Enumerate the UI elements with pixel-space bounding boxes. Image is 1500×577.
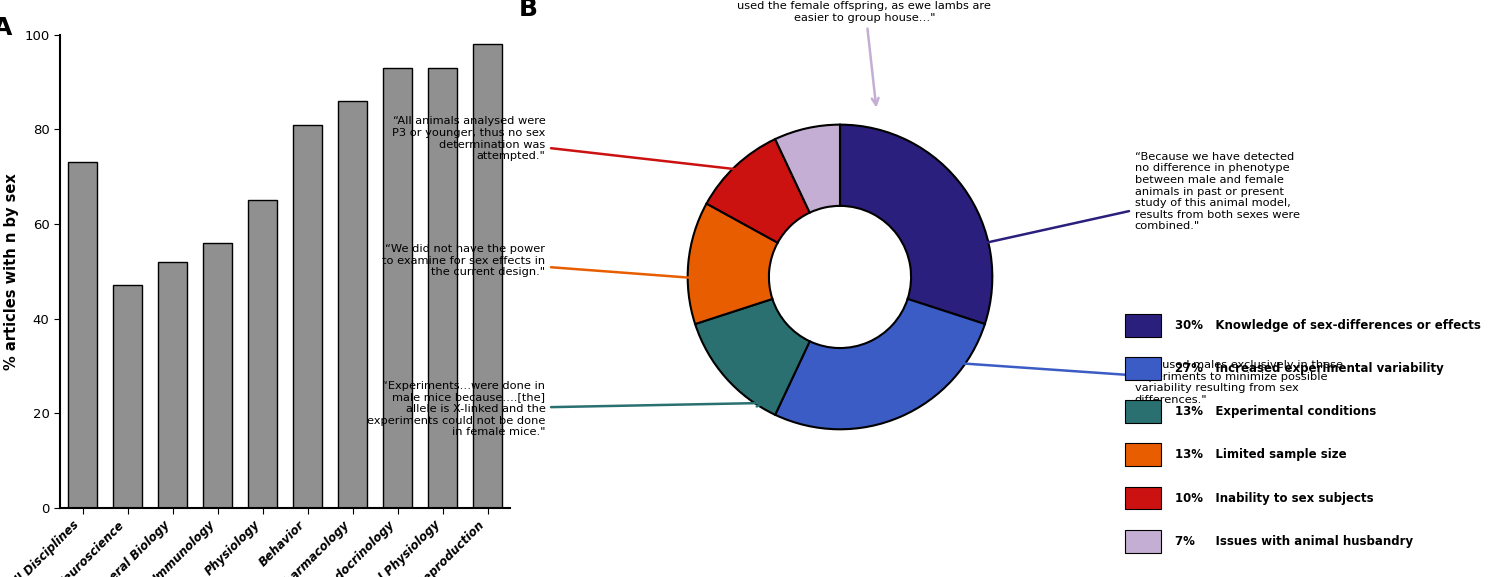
Text: 13%   Limited sample size: 13% Limited sample size [1176, 448, 1347, 462]
Text: “Because we have detected
no difference in phenotype
between male and female
ani: “Because we have detected no difference … [946, 152, 1299, 253]
Bar [338, 101, 368, 508]
Wedge shape [706, 139, 810, 243]
Wedge shape [776, 299, 986, 429]
Text: 7%     Issues with animal husbandry: 7% Issues with animal husbandry [1176, 535, 1413, 548]
Text: 13%   Experimental conditions: 13% Experimental conditions [1176, 405, 1377, 418]
Bar [112, 286, 142, 508]
Bar [68, 162, 98, 508]
Bar [202, 243, 232, 508]
Text: 10%   Inability to sex subjects: 10% Inability to sex subjects [1176, 492, 1374, 504]
Bar [1125, 486, 1161, 509]
Text: B: B [519, 0, 538, 21]
Text: A: A [0, 16, 12, 40]
Text: 30%   Knowledge of sex-differences or effects: 30% Knowledge of sex-differences or effe… [1176, 319, 1482, 332]
Wedge shape [840, 125, 993, 324]
Text: “Studies in the fetal period used the male
offspring while studies in the adult : “Studies in the fetal period used the ma… [738, 0, 992, 105]
Y-axis label: % articles with n by sex: % articles with n by sex [4, 173, 20, 369]
Bar [1125, 400, 1161, 423]
Text: “Experiments…were done in
male mice because….[the]
allele is X-linked and the
ex: “Experiments…were done in male mice beca… [368, 381, 764, 437]
Wedge shape [687, 204, 777, 324]
Bar [1125, 314, 1161, 337]
Bar [1125, 357, 1161, 380]
Text: “We did not have the power
to examine for sex effects in
the current design.": “We did not have the power to examine fo… [382, 244, 729, 283]
Bar [472, 44, 502, 508]
Bar [1125, 530, 1161, 553]
Text: “We used males exclusively in these
experiments to minimize possible
variability: “We used males exclusively in these expe… [951, 360, 1342, 405]
Bar [292, 125, 322, 508]
Bar [382, 68, 412, 508]
Bar [248, 200, 278, 508]
Bar [158, 262, 188, 508]
Wedge shape [776, 125, 840, 213]
Text: “All animals analysed were
P3 or younger, thus no sex
determination was
attempte: “All animals analysed were P3 or younger… [392, 117, 748, 173]
Wedge shape [694, 299, 810, 415]
Bar [427, 68, 458, 508]
Text: 27%   Increased experimental variability: 27% Increased experimental variability [1176, 362, 1444, 375]
Bar [1125, 444, 1161, 466]
